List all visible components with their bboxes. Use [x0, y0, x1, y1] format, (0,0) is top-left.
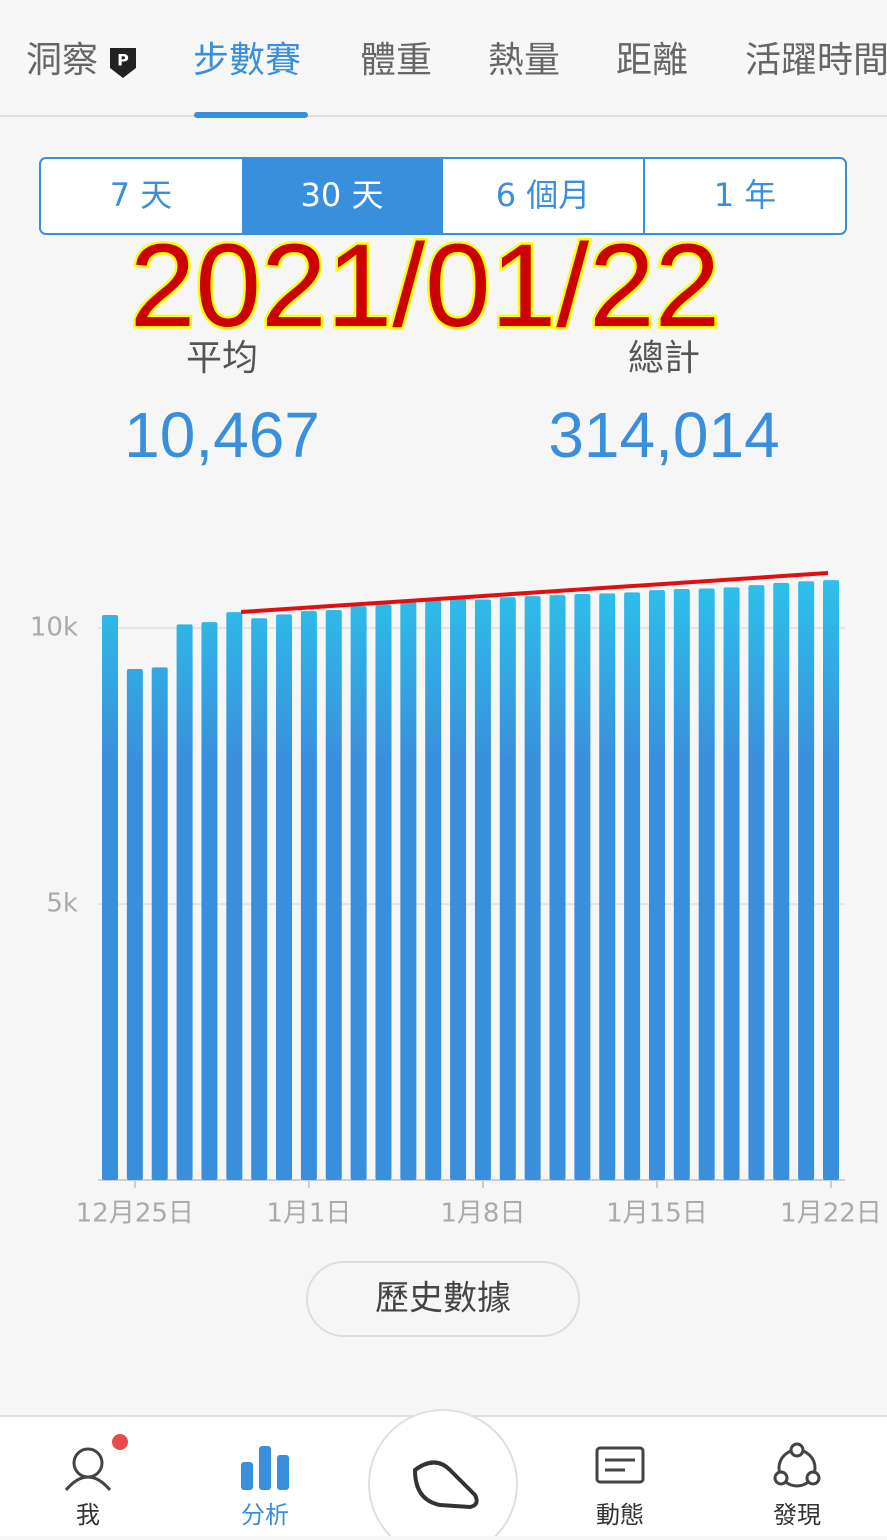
trend-annotation [240, 571, 829, 614]
analysis-icon[interactable] [241, 1462, 253, 1490]
bar [425, 598, 442, 1180]
tab-underline [194, 112, 308, 118]
shoe-icon[interactable] [412, 1460, 479, 1510]
center-button[interactable] [368, 1409, 518, 1540]
history-button-label[interactable]: 歷史數據 [375, 1279, 511, 1319]
analysis-icon[interactable] [259, 1446, 271, 1490]
bar [276, 614, 293, 1180]
bar [300, 611, 317, 1180]
nav-label[interactable]: 我 [76, 1501, 100, 1529]
tab[interactable]: 距離 [616, 40, 688, 81]
bar [400, 600, 417, 1180]
bar [648, 590, 665, 1180]
bar [574, 593, 591, 1180]
bar [748, 585, 765, 1180]
notification-dot [112, 1434, 128, 1450]
bar [226, 612, 243, 1180]
bar [599, 593, 616, 1180]
bar [102, 614, 118, 1180]
bar [524, 596, 541, 1180]
bar [201, 622, 218, 1180]
tab[interactable]: 洞察 [26, 40, 98, 81]
bar [375, 604, 392, 1180]
nav-label[interactable]: 動態 [596, 1501, 644, 1529]
y-tick-label: 10k [30, 613, 78, 643]
tab[interactable]: 熱量 [488, 40, 560, 81]
feed-icon[interactable] [595, 1446, 645, 1484]
tab-bar [0, 0, 887, 116]
range-button[interactable]: 6 個月 [496, 176, 591, 214]
range-active-bg [242, 159, 443, 233]
bar [350, 606, 367, 1180]
nav-label[interactable]: 發現 [773, 1501, 821, 1529]
bar [823, 580, 839, 1180]
chart: 5k 10k 12月25日 1月1日 1月8日 1月15日 1月22日 [30, 580, 882, 1229]
nav-label-active[interactable]: 分析 [241, 1501, 289, 1529]
bar [126, 669, 143, 1180]
bar [723, 587, 740, 1180]
analysis-icon[interactable] [277, 1455, 289, 1490]
stat-value: 314,014 [548, 399, 779, 471]
tab[interactable]: 體重 [360, 40, 432, 81]
me-icon-body[interactable] [64, 1475, 112, 1491]
premium-icon [110, 48, 136, 78]
bar [624, 592, 641, 1180]
range-button[interactable]: 7 天 [110, 176, 173, 214]
bar [450, 596, 467, 1180]
x-tick-label: 1月15日 [606, 1199, 708, 1229]
bar [698, 588, 715, 1180]
tab[interactable]: 活躍時間 [745, 40, 887, 81]
discover-icon-node[interactable] [773, 1470, 789, 1486]
history-button[interactable] [306, 1261, 580, 1337]
bar [325, 609, 342, 1180]
x-tick-label: 12月25日 [76, 1199, 194, 1229]
y-tick-label: 5k [46, 889, 78, 919]
tab-active[interactable]: 步數賽 [193, 40, 301, 81]
bar [151, 667, 168, 1180]
feed-icon-lines[interactable] [605, 1458, 635, 1472]
bar [798, 581, 815, 1180]
bar [251, 618, 268, 1180]
x-tick-label: 1月22日 [780, 1199, 882, 1229]
discover-icon-node[interactable] [805, 1470, 821, 1486]
bar [176, 624, 193, 1180]
bar [474, 599, 491, 1180]
stat-label: 平均 [186, 338, 258, 379]
range-button-active[interactable]: 30 天 [301, 176, 384, 214]
x-tick-label: 1月1日 [266, 1199, 351, 1229]
date-stamp: 2021/01/22 [130, 220, 721, 352]
bar [673, 589, 690, 1180]
discover-icon-node[interactable] [789, 1442, 805, 1458]
x-tick-label: 1月8日 [440, 1199, 525, 1229]
bar [773, 582, 790, 1180]
bar [499, 597, 516, 1180]
stat-label: 總計 [628, 338, 700, 379]
premium-icon-letter: P [117, 51, 129, 70]
range-button[interactable]: 1 年 [714, 176, 777, 214]
stat-value: 10,467 [124, 399, 320, 471]
bar [549, 595, 566, 1180]
